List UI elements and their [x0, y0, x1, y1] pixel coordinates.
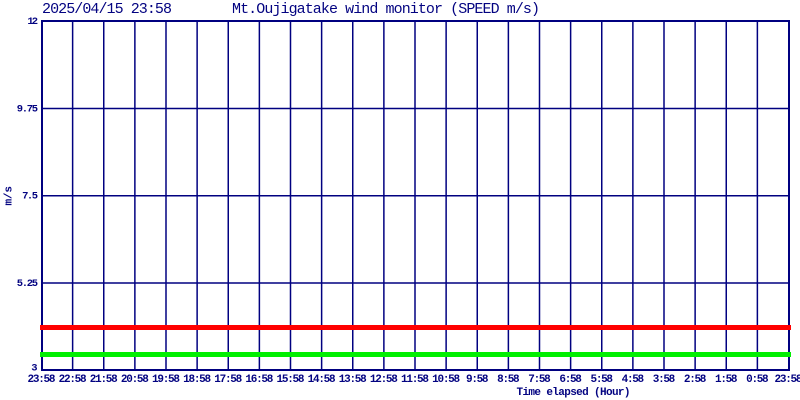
svg-text:5:58: 5:58 — [591, 374, 614, 386]
svg-text:18:58: 18:58 — [183, 374, 211, 386]
svg-text:16:58: 16:58 — [245, 374, 273, 386]
svg-text:21:58: 21:58 — [90, 374, 118, 386]
svg-text:9:58: 9:58 — [466, 374, 489, 386]
svg-text:Time elapsed (Hour): Time elapsed (Hour) — [517, 387, 631, 399]
svg-text:11:58: 11:58 — [401, 374, 429, 386]
svg-text:12: 12 — [27, 16, 38, 28]
svg-text:5.25: 5.25 — [17, 278, 38, 290]
svg-text:0:58: 0:58 — [746, 374, 769, 386]
svg-text:14:58: 14:58 — [308, 374, 336, 386]
svg-text:10:58: 10:58 — [432, 374, 460, 386]
svg-text:Mt.Oujigatake wind monitor (SP: Mt.Oujigatake wind monitor (SPEED m/s) — [232, 1, 540, 18]
svg-text:22:58: 22:58 — [59, 374, 87, 386]
svg-text:12:58: 12:58 — [370, 374, 398, 386]
svg-text:1:58: 1:58 — [715, 374, 738, 386]
svg-text:7.5: 7.5 — [22, 191, 38, 203]
svg-text:m/s: m/s — [4, 186, 16, 206]
svg-text:6:58: 6:58 — [559, 374, 582, 386]
svg-text:13:58: 13:58 — [339, 374, 367, 386]
svg-text:23:58: 23:58 — [28, 374, 56, 386]
svg-text:17:58: 17:58 — [214, 374, 242, 386]
svg-text:23:58: 23:58 — [775, 374, 800, 386]
svg-text:20:58: 20:58 — [121, 374, 149, 386]
svg-text:19:58: 19:58 — [152, 374, 180, 386]
svg-text:4:58: 4:58 — [622, 374, 645, 386]
svg-text:2:58: 2:58 — [684, 374, 707, 386]
svg-text:8:58: 8:58 — [497, 374, 520, 386]
svg-text:3: 3 — [31, 363, 37, 375]
svg-text:3:58: 3:58 — [653, 374, 676, 386]
svg-text:2025/04/15 23:58: 2025/04/15 23:58 — [42, 1, 172, 18]
svg-text:7:58: 7:58 — [528, 374, 551, 386]
svg-text:9.75: 9.75 — [17, 103, 38, 115]
svg-text:15:58: 15:58 — [277, 374, 305, 386]
